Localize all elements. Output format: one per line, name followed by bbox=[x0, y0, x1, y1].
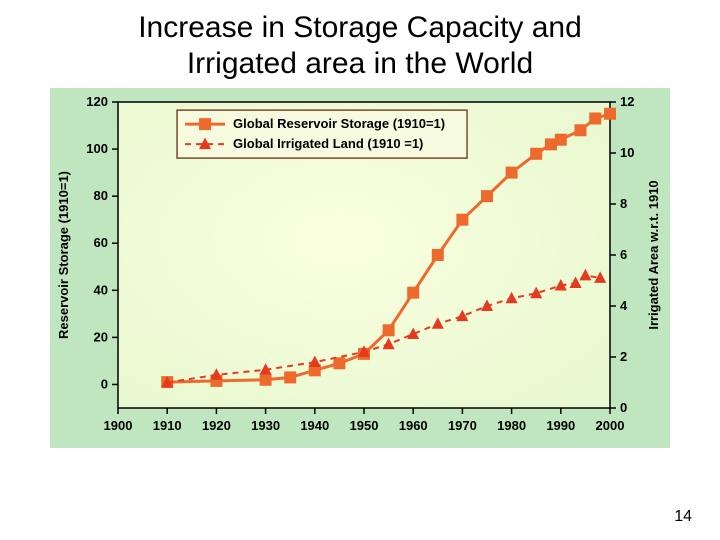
series-marker-0 bbox=[555, 134, 567, 146]
series-marker-0 bbox=[333, 357, 345, 369]
y-right-tick-label: 4 bbox=[620, 298, 628, 313]
y-right-axis-label: Irrigated Area w.r.t. 1910 bbox=[646, 180, 661, 329]
series-marker-0 bbox=[432, 249, 444, 261]
legend-marker-0 bbox=[199, 118, 211, 130]
chart-svg: 1900 1910 1920 1930 1940 1950 1960 1970 1980 1990… bbox=[50, 88, 670, 448]
y-left-tick-label: 120 bbox=[86, 94, 108, 109]
x-tick-label: 1940 bbox=[300, 418, 329, 433]
x-tick-label: 1920 bbox=[202, 418, 231, 433]
x-tick-label: 1960 bbox=[399, 418, 428, 433]
y-left-tick-label: 100 bbox=[86, 141, 108, 156]
series-marker-0 bbox=[604, 108, 616, 120]
y-right-tick-label: 12 bbox=[620, 94, 634, 109]
y-right-tick-label: 2 bbox=[620, 349, 627, 364]
y-left-tick-label: 40 bbox=[94, 282, 108, 297]
x-tick-label: 1970 bbox=[448, 418, 477, 433]
y-left-tick-label: 80 bbox=[94, 188, 108, 203]
x-tick-label: 1990 bbox=[546, 418, 575, 433]
y-right-tick-label: 6 bbox=[620, 247, 627, 262]
series-marker-0 bbox=[589, 112, 601, 124]
series-marker-0 bbox=[530, 148, 542, 160]
y-right-tick-label: 8 bbox=[620, 196, 627, 211]
series-marker-0 bbox=[574, 124, 586, 136]
x-tick-label: 1950 bbox=[350, 418, 379, 433]
x-tick-label: 1930 bbox=[251, 418, 280, 433]
x-tick-label: 1980 bbox=[497, 418, 526, 433]
series-marker-0 bbox=[506, 167, 518, 179]
x-tick-label: 1900 bbox=[104, 418, 133, 433]
x-tick-label: 1910 bbox=[153, 418, 182, 433]
y-right-tick-label: 0 bbox=[620, 400, 627, 415]
page-number: 14 bbox=[674, 508, 692, 526]
title-line-1: Increase in Storage Capacity and bbox=[138, 11, 582, 44]
series-marker-0 bbox=[284, 371, 296, 383]
y-left-tick-label: 0 bbox=[101, 376, 108, 391]
title-line-2: Irrigated area in the World bbox=[187, 47, 533, 80]
series-marker-0 bbox=[481, 190, 493, 202]
y-left-tick-label: 60 bbox=[94, 235, 108, 250]
page-title: Increase in Storage Capacity and Irrigat… bbox=[40, 10, 680, 82]
y-left-axis-label: Reservoir Storage (1910=1) bbox=[56, 171, 71, 339]
series-marker-0 bbox=[260, 374, 272, 386]
legend-label-1: Global Irrigated Land (1910 =1) bbox=[233, 136, 423, 151]
series-marker-0 bbox=[456, 214, 468, 226]
chart-container: 1900 1910 1920 1930 1940 1950 1960 1970 1980 1990… bbox=[50, 88, 670, 448]
y-right-tick-label: 10 bbox=[620, 145, 634, 160]
legend-label-0: Global Reservoir Storage (1910=1) bbox=[233, 116, 445, 131]
y-left-tick-label: 20 bbox=[94, 329, 108, 344]
x-tick-label: 2000 bbox=[596, 418, 625, 433]
series-marker-0 bbox=[383, 324, 395, 336]
series-marker-0 bbox=[407, 287, 419, 299]
